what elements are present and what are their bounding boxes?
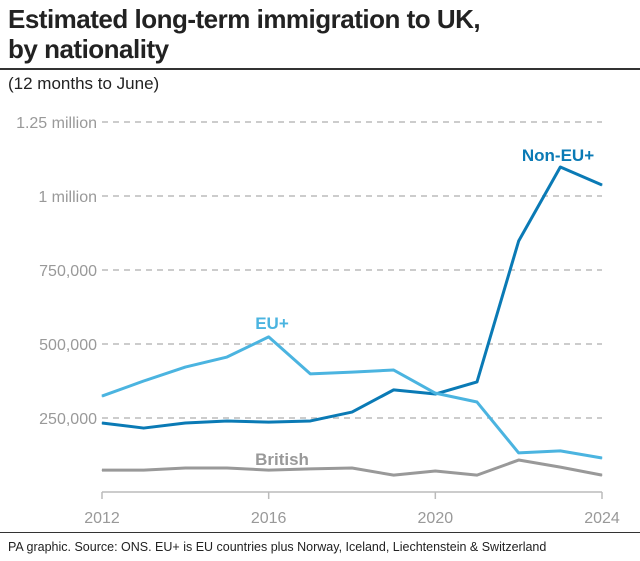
y-tick-label: 750,000 xyxy=(39,263,97,280)
data-point xyxy=(268,421,270,423)
data-point xyxy=(226,420,228,422)
x-tick-label: 2012 xyxy=(84,510,120,527)
title-divider xyxy=(0,68,640,70)
data-point xyxy=(351,467,353,469)
series-label: British xyxy=(255,450,309,469)
data-point xyxy=(518,240,520,242)
data-point xyxy=(601,184,603,186)
y-tick-label: 1 million xyxy=(38,189,97,206)
data-point xyxy=(518,452,520,454)
y-tick-label: 500,000 xyxy=(39,337,97,354)
data-point xyxy=(476,401,478,403)
series-label: Non-EU+ xyxy=(522,146,594,165)
data-point xyxy=(143,380,145,382)
series-line-eu- xyxy=(101,335,603,460)
title-line-1: Estimated long-term immigration to UK, xyxy=(8,4,481,34)
data-point xyxy=(101,469,103,471)
x-tick-label: 2024 xyxy=(584,510,620,527)
data-point xyxy=(393,474,395,476)
x-tick-label: 2020 xyxy=(418,510,454,527)
footer-divider xyxy=(0,532,640,533)
data-point xyxy=(268,336,270,338)
data-point xyxy=(351,411,353,413)
data-point xyxy=(559,450,561,452)
chart-title: Estimated long-term immigration to UK, b… xyxy=(8,4,481,64)
data-point xyxy=(476,474,478,476)
data-point xyxy=(393,389,395,391)
data-point xyxy=(434,470,436,472)
data-point xyxy=(434,392,436,394)
data-point xyxy=(559,166,561,168)
source-note: PA graphic. Source: ONS. EU+ is EU count… xyxy=(8,540,547,554)
data-point xyxy=(268,469,270,471)
y-tick-label: 1.25 million xyxy=(16,115,97,132)
data-point xyxy=(309,468,311,470)
data-point xyxy=(143,469,145,471)
data-point xyxy=(351,371,353,373)
data-point xyxy=(143,427,145,429)
data-point xyxy=(393,369,395,371)
title-line-2: by nationality xyxy=(8,34,169,64)
data-point xyxy=(601,474,603,476)
data-point xyxy=(226,467,228,469)
data-point xyxy=(518,459,520,461)
y-tick-label: 250,000 xyxy=(39,411,97,428)
data-point xyxy=(309,373,311,375)
data-point xyxy=(184,366,186,368)
data-point xyxy=(184,467,186,469)
data-point xyxy=(101,422,103,424)
data-point xyxy=(476,381,478,383)
data-point xyxy=(559,466,561,468)
data-point xyxy=(101,395,103,397)
series-label: EU+ xyxy=(255,314,289,333)
chart-subtitle: (12 months to June) xyxy=(8,74,160,93)
series-line-non-eu- xyxy=(101,165,603,430)
data-point xyxy=(309,420,311,422)
x-tick-label: 2016 xyxy=(251,510,287,527)
data-point xyxy=(226,356,228,358)
data-point xyxy=(184,422,186,424)
data-point xyxy=(601,457,603,459)
